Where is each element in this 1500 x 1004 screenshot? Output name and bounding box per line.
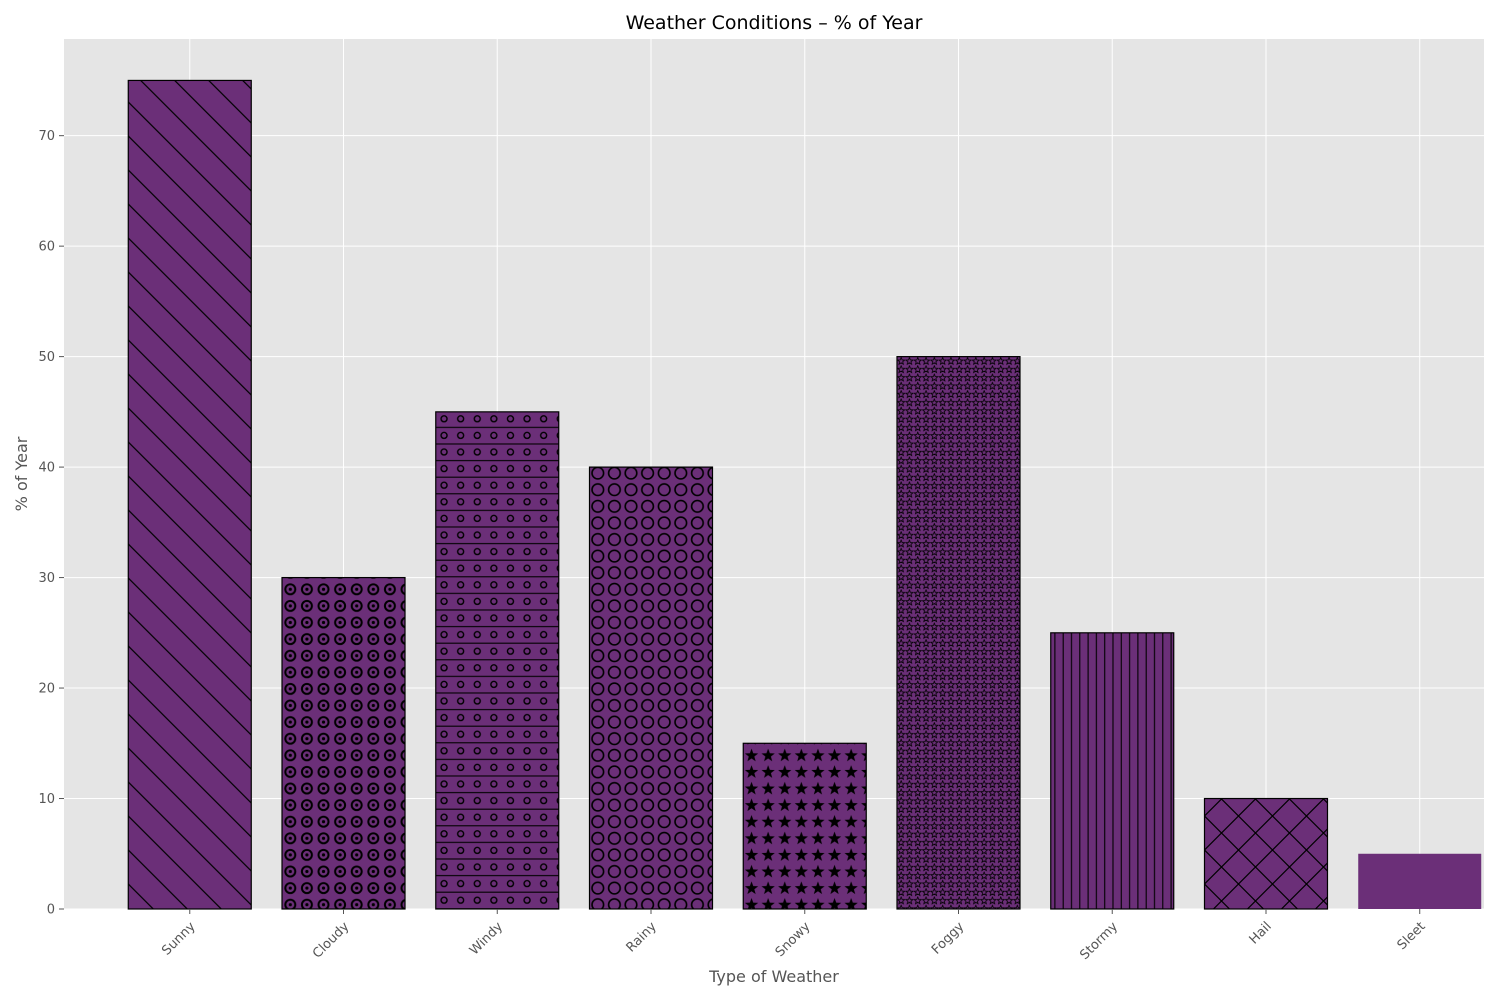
- x-tick-label: Foggy: [929, 919, 968, 958]
- y-tick-label: 40: [38, 461, 55, 476]
- y-tick-label: 50: [38, 350, 55, 365]
- x-tick-label: Sunny: [159, 919, 199, 959]
- bar-windy: [435, 411, 560, 910]
- bar-sleet: [1358, 853, 1482, 909]
- x-axis-label: Type of Weather: [708, 967, 839, 986]
- y-tick-label: 0: [47, 903, 55, 918]
- y-tick-label: 20: [38, 682, 55, 697]
- x-tick-label: Stormy: [1077, 919, 1121, 963]
- bar-sunny: [127, 79, 252, 910]
- x-axis-ticks: Sunny Cloudy Windy Rainy Snowy Foggy Stormy Hai…: [159, 909, 1429, 963]
- x-tick-label: Windy: [467, 919, 506, 958]
- bar-cloudy: [281, 576, 406, 910]
- x-tick-label: Hail: [1247, 919, 1275, 947]
- y-axis-label: % of Year: [12, 436, 31, 511]
- bar-foggy: [896, 356, 1021, 910]
- y-axis-ticks: 0 10 20 30 40 50 60 70: [38, 129, 64, 918]
- bar-rainy: [588, 466, 714, 910]
- y-tick-label: 60: [38, 240, 55, 255]
- y-tick-label: 70: [38, 129, 55, 144]
- bar-hail: [1203, 797, 1329, 910]
- y-tick-label: 10: [38, 792, 55, 807]
- bar-snowy: [742, 742, 867, 910]
- x-tick-label: Snowy: [773, 919, 814, 960]
- y-tick-label: 30: [38, 571, 55, 586]
- chart-title: Weather Conditions – % of Year: [626, 12, 923, 34]
- x-tick-label: Cloudy: [310, 919, 353, 962]
- x-tick-label: Rainy: [624, 919, 660, 955]
- x-tick-label: Sleet: [1395, 919, 1429, 953]
- bar-stormy: [1050, 632, 1175, 910]
- bars: [127, 79, 1482, 910]
